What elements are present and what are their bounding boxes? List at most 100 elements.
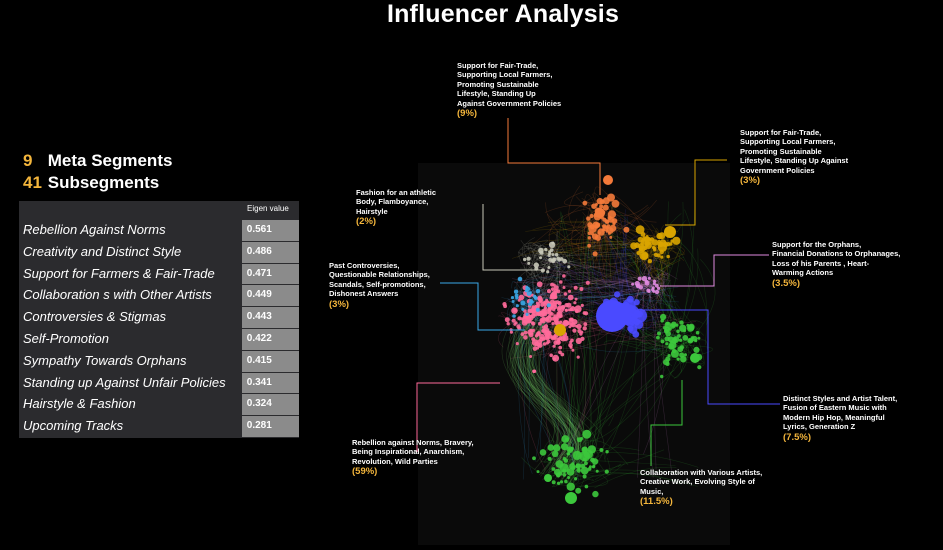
network-node (534, 341, 540, 347)
network-node (533, 262, 539, 268)
network-edge (649, 292, 662, 306)
network-edge (592, 211, 611, 246)
network-node (580, 463, 586, 469)
network-node (537, 295, 543, 301)
network-edge (540, 265, 644, 281)
network-edge (564, 234, 609, 248)
meta-segments-label: Meta Segments (47, 151, 173, 170)
hub-node (603, 175, 613, 185)
network-node (682, 335, 689, 341)
network-edge (525, 229, 634, 242)
network-node (573, 301, 577, 305)
network-edge (647, 249, 661, 280)
network-edge (648, 273, 668, 283)
network-node (555, 472, 561, 478)
annotation-fairtrade-right: Support for Fair-Trade, Supporting Local… (740, 128, 880, 185)
network-node (653, 248, 657, 252)
network-node (509, 330, 513, 334)
network-node (579, 287, 584, 291)
network-edge (585, 285, 642, 306)
network-node (584, 311, 589, 316)
network-edge (538, 321, 578, 460)
network-node (530, 313, 536, 319)
segment-label: Support for Farmers & Fair-Trade (19, 263, 239, 285)
network-node (527, 329, 534, 336)
network-node (534, 334, 539, 338)
network-node (553, 302, 557, 307)
network-node (602, 224, 607, 229)
annotation-text: Support for Fair-Trade, Supporting Local… (457, 61, 562, 108)
table-row: Collaboration s with Other Artists 0.449 (19, 285, 299, 307)
network-node (549, 296, 553, 300)
network-node (571, 465, 576, 471)
network-edge (639, 274, 669, 302)
network-node (549, 248, 554, 253)
network-node (564, 479, 568, 484)
network-node (645, 244, 649, 248)
network-node (575, 337, 582, 345)
eigen-value: 0.415 (241, 350, 299, 372)
network-node (545, 341, 550, 345)
network-node (556, 289, 561, 294)
network-edge (521, 284, 657, 299)
network-node (545, 335, 550, 340)
network-edge (640, 333, 658, 341)
network-node (564, 308, 568, 312)
network-edge (619, 234, 646, 320)
network-node (651, 287, 655, 292)
network-edge (637, 285, 644, 478)
segment-label: Rebellion Against Norms (19, 220, 239, 241)
network-edge (553, 240, 564, 263)
network-node (632, 330, 640, 338)
network-node (611, 199, 620, 208)
network-node (637, 276, 642, 281)
network-node (523, 330, 528, 335)
network-edge (525, 263, 548, 304)
network-node (664, 321, 671, 328)
network-node (551, 241, 555, 245)
hub-node (595, 208, 605, 218)
network-node (695, 330, 700, 335)
network-edge (645, 263, 668, 279)
network-edge (653, 346, 670, 360)
network-node (535, 289, 541, 294)
network-node (599, 448, 604, 452)
network-node (612, 222, 616, 226)
network-edge (518, 293, 533, 474)
network-edge (584, 414, 614, 450)
network-edge (586, 208, 595, 263)
network-node (556, 340, 561, 345)
network-node (546, 270, 550, 274)
network-node (560, 335, 566, 342)
network-edge (639, 281, 655, 294)
network-node (536, 331, 541, 336)
network-node (551, 290, 558, 297)
network-node (660, 374, 664, 379)
network-edge (525, 312, 580, 473)
network-node (557, 306, 562, 311)
network-node (660, 339, 665, 344)
network-node (678, 338, 683, 342)
network-edge (646, 259, 681, 275)
table-header: Eigen value (19, 201, 299, 220)
segment-label: Creativity and Distinct Style (19, 241, 239, 263)
network-edge (533, 254, 561, 281)
network-edge (635, 328, 692, 351)
network-node (527, 261, 531, 265)
network-node (626, 295, 634, 303)
network-node (631, 282, 635, 286)
network-node (582, 326, 587, 331)
segment-label: Standing up Against Unfair Policies (19, 372, 239, 394)
network-node (563, 292, 568, 296)
network-edge (656, 213, 682, 322)
network-edge (592, 206, 690, 332)
network-node (568, 343, 573, 348)
subsegments-count: 41 Subsegments (23, 172, 172, 194)
network-node (528, 302, 533, 307)
table-row: Controversies & Stigmas 0.443 (19, 307, 299, 328)
network-edge (565, 271, 637, 286)
network-edge (566, 308, 587, 465)
network-node (660, 313, 667, 321)
network-node (647, 276, 651, 280)
network-node (553, 444, 561, 452)
